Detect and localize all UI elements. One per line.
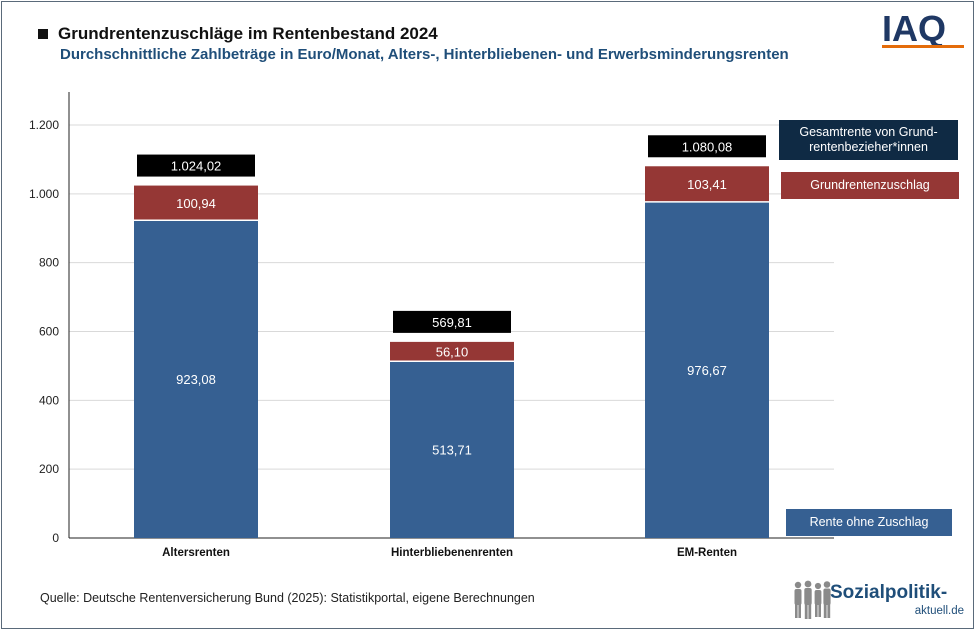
bar-grundrentenzuschlag bbox=[134, 185, 258, 221]
legend-total-label: Gesamtrente von Grund- rentenbezieher*in… bbox=[799, 125, 938, 154]
source-note: Quelle: Deutsche Rentenversicherung Bund… bbox=[40, 591, 535, 605]
bar-grundrentenzuschlag bbox=[645, 166, 769, 202]
legend-rente-label: Rente ohne Zuschlag bbox=[809, 515, 929, 529]
chart-title: Grundrentenzuschläge im Rentenbestand 20… bbox=[58, 24, 438, 43]
x-category-label: Hinterbliebenenrenten bbox=[391, 547, 513, 559]
data-label-total: 1.080,08 bbox=[682, 139, 733, 154]
legend-zuschlag-label: Grundrentenzuschlag bbox=[810, 178, 930, 192]
sozialpolitik-logo: Sozialpolitik- aktuell.de bbox=[794, 580, 964, 619]
total-label-box bbox=[648, 135, 766, 158]
y-tick-label: 1.200 bbox=[29, 118, 59, 132]
brand-sub-text: aktuell.de bbox=[915, 605, 964, 617]
legend-zuschlag: Grundrentenzuschlag bbox=[781, 172, 959, 199]
data-label-zuschlag: 103,41 bbox=[687, 177, 727, 192]
y-tick-label: 1.000 bbox=[29, 187, 59, 201]
x-category-label: EM-Renten bbox=[677, 547, 737, 559]
bar-rente-ohne-zuschlag bbox=[645, 201, 769, 539]
legend-rente: Rente ohne Zuschlag bbox=[786, 509, 952, 536]
title-row: Grundrentenzuschläge im Rentenbestand 20… bbox=[38, 24, 438, 44]
people-silhouettes-icon bbox=[794, 580, 831, 619]
bar-rente-ohne-zuschlag bbox=[390, 361, 514, 538]
y-tick-label: 0 bbox=[52, 531, 59, 545]
total-label-box bbox=[137, 154, 255, 177]
bar-rente-ohne-zuschlag bbox=[134, 220, 258, 538]
data-label-zuschlag: 100,94 bbox=[176, 196, 216, 211]
data-label-total: 569,81 bbox=[432, 315, 472, 330]
y-tick-label: 400 bbox=[39, 393, 59, 407]
data-label-rente: 976,67 bbox=[687, 363, 727, 378]
legend-total: Gesamtrente von Grund- rentenbezieher*in… bbox=[779, 120, 958, 160]
bar-grundrentenzuschlag bbox=[390, 341, 514, 362]
iaq-logo: IAQ bbox=[882, 8, 964, 49]
data-label-rente: 513,71 bbox=[432, 443, 472, 458]
data-label-total: 1.024,02 bbox=[171, 159, 222, 174]
x-category-label: Altersrenten bbox=[162, 547, 230, 559]
data-label-rente: 923,08 bbox=[176, 372, 216, 387]
iaq-logo-underline bbox=[882, 45, 964, 48]
brand-main-text: Sozialpolitik- bbox=[830, 582, 947, 603]
total-label-box bbox=[393, 310, 511, 333]
title-bullet bbox=[38, 29, 48, 39]
y-tick-label: 200 bbox=[39, 462, 59, 476]
iaq-logo-text: IAQ bbox=[882, 8, 946, 49]
y-tick-label: 800 bbox=[39, 256, 59, 270]
y-tick-label: 600 bbox=[39, 325, 59, 339]
data-label-zuschlag: 56,10 bbox=[436, 345, 469, 360]
chart-subtitle: Durchschnittliche Zahlbeträge in Euro/Mo… bbox=[60, 46, 789, 63]
